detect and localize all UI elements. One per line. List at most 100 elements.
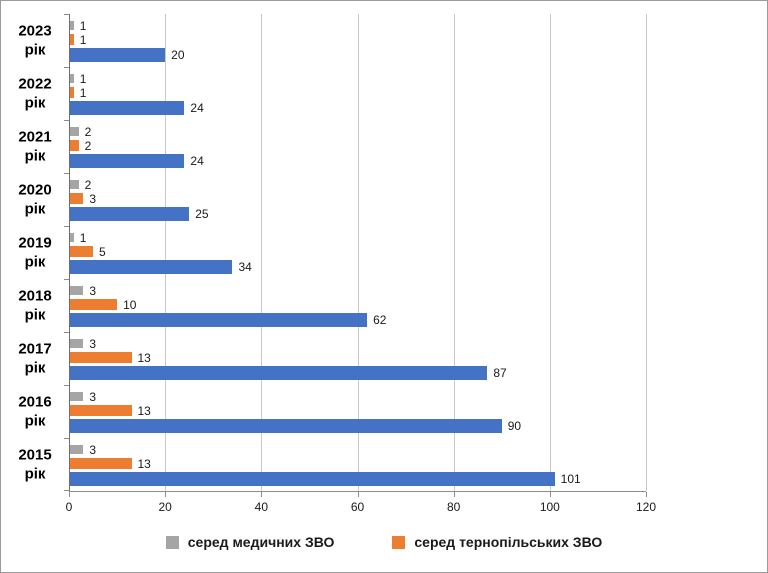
bar-line: 5 bbox=[69, 246, 646, 258]
bar-line: 13 bbox=[69, 352, 646, 364]
medical-zvo-bar bbox=[69, 392, 84, 401]
medical-zvo-bar bbox=[69, 21, 74, 30]
bar-group: 2019 рік 1 5 34 bbox=[18, 226, 646, 279]
bar-line: 2 bbox=[69, 126, 646, 138]
medical-zvo-bar bbox=[69, 233, 74, 242]
medical-zvo-bar bbox=[69, 74, 74, 83]
x-tick-label: 80 bbox=[446, 500, 461, 514]
bar-line: 34 bbox=[69, 259, 646, 274]
y-axis-tick bbox=[64, 225, 69, 227]
bar-line: 13 bbox=[69, 405, 646, 417]
ternopil-zvo-bar bbox=[69, 246, 94, 257]
x-tick-label: 60 bbox=[350, 500, 365, 514]
gridline bbox=[453, 14, 455, 491]
bar-group: 2021 рік 2 2 24 bbox=[18, 120, 646, 173]
y-axis-tick bbox=[64, 331, 69, 333]
ternopil-zvo-bar bbox=[69, 193, 84, 204]
bar-line: 1 bbox=[69, 232, 646, 244]
value-label: 62 bbox=[373, 312, 387, 327]
bar-group: 2023 рік 1 1 20 bbox=[18, 14, 646, 67]
y-axis-tick bbox=[64, 279, 69, 280]
value-label: 1 bbox=[79, 32, 87, 47]
value-label: 24 bbox=[190, 153, 204, 168]
gridline bbox=[261, 14, 263, 491]
x-axis-tick bbox=[549, 492, 551, 497]
bar-group: 2020 рік 2 3 25 bbox=[18, 173, 646, 226]
gridline bbox=[357, 14, 359, 491]
bar-line: 3 bbox=[69, 444, 646, 456]
x-axis: 0 20 40 60 80 100 120 bbox=[66, 492, 656, 518]
ternopil-zvo-bar bbox=[69, 87, 74, 98]
bar-line: 10 bbox=[69, 299, 646, 311]
bar-group: 2022 рік 1 1 24 bbox=[18, 67, 646, 120]
x-axis-tick bbox=[357, 492, 359, 497]
value-label: 1 bbox=[79, 18, 87, 33]
value-label: 101 bbox=[560, 471, 581, 486]
x-tick-label: 120 bbox=[635, 500, 657, 514]
ternopil-zvo-bar bbox=[69, 34, 74, 45]
blue-series-bar bbox=[69, 471, 555, 486]
value-label: 1 bbox=[79, 85, 87, 100]
ternopil-zvo-bar bbox=[69, 458, 132, 469]
y-axis-tick bbox=[64, 14, 69, 15]
blue-series-bar bbox=[69, 47, 166, 62]
gridline bbox=[646, 14, 647, 491]
value-label: 13 bbox=[137, 456, 151, 471]
x-axis-tick bbox=[261, 492, 263, 497]
category-label: 2018 рік bbox=[18, 287, 52, 324]
legend-swatch bbox=[392, 535, 406, 549]
value-label: 1 bbox=[79, 71, 87, 86]
value-label: 34 bbox=[238, 259, 252, 274]
x-tick-label: 20 bbox=[158, 500, 172, 514]
y-axis-line bbox=[69, 14, 70, 491]
category-label: 2022 рік bbox=[18, 75, 52, 112]
value-label: 2 bbox=[84, 177, 92, 192]
medical-zvo-bar bbox=[69, 339, 84, 348]
bar-line: 1 bbox=[69, 20, 646, 32]
blue-series-bar bbox=[69, 312, 368, 327]
legend-label: серед медичних ЗВО bbox=[187, 534, 335, 550]
bar-line: 24 bbox=[69, 100, 646, 115]
category-label: 2019 рік bbox=[18, 234, 52, 271]
blue-series-bar bbox=[69, 365, 488, 380]
gridline bbox=[549, 14, 551, 491]
y-axis-tick bbox=[64, 66, 69, 68]
value-label: 3 bbox=[89, 389, 97, 404]
value-label: 2 bbox=[84, 124, 92, 139]
y-axis-tick bbox=[64, 119, 69, 121]
bar-group: 2017 рік 3 13 87 bbox=[18, 332, 646, 385]
value-label: 5 bbox=[99, 244, 106, 259]
value-label: 90 bbox=[507, 418, 522, 433]
value-label: 24 bbox=[190, 100, 204, 115]
bar-line: 1 bbox=[69, 34, 646, 46]
category-label: 2017 рік bbox=[18, 340, 52, 377]
value-label: 13 bbox=[137, 350, 151, 365]
gridline bbox=[165, 14, 167, 491]
x-axis-tick bbox=[646, 492, 647, 497]
x-tick-label: 40 bbox=[254, 500, 269, 514]
value-label: 13 bbox=[137, 403, 151, 418]
ternopil-zvo-bar bbox=[69, 352, 132, 363]
bar-line: 2 bbox=[69, 179, 646, 191]
category-label: 2020 рік bbox=[18, 181, 52, 218]
medical-zvo-bar bbox=[69, 127, 79, 136]
bar-line: 24 bbox=[69, 153, 646, 168]
value-label: 25 bbox=[195, 206, 209, 221]
blue-series-bar bbox=[69, 153, 185, 168]
blue-series-bar bbox=[69, 259, 233, 274]
bar-line: 25 bbox=[69, 206, 646, 221]
bar-line: 3 bbox=[69, 338, 646, 350]
bar-line: 13 bbox=[69, 458, 646, 470]
value-label: 10 bbox=[123, 297, 137, 312]
value-label: 3 bbox=[89, 442, 97, 457]
x-axis-tick bbox=[453, 492, 455, 497]
bar-group: 2016 рік 3 13 90 bbox=[18, 385, 646, 438]
legend-item: серед медичних ЗВО bbox=[165, 534, 335, 550]
plot-area: 2023 рік 1 1 20 2022 рік 1 1 24 2021 рік 2 2 24 2020… bbox=[18, 14, 647, 492]
legend-label: серед тернопільських ЗВО bbox=[414, 534, 603, 550]
medical-zvo-bar bbox=[69, 180, 79, 189]
bar-line: 20 bbox=[69, 47, 646, 62]
bar-line: 3 bbox=[69, 285, 646, 297]
blue-series-bar bbox=[69, 418, 502, 433]
